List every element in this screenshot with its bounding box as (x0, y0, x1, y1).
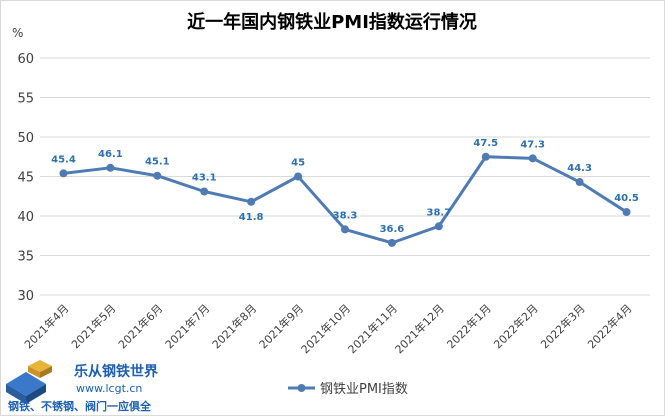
legend: 钢铁业PMI指数 (288, 382, 408, 397)
data-label: 41.8 (239, 212, 264, 223)
y-axis-ticks: 30 35 40 45 50 55 60 (17, 52, 34, 304)
legend-marker (297, 384, 306, 392)
y-tick-label: 30 (17, 289, 34, 304)
watermark-name: 乐从钢铁世界 (74, 363, 159, 380)
data-point (434, 222, 443, 231)
data-label: 38.3 (333, 210, 358, 221)
data-label: 38.7 (427, 207, 452, 218)
y-tick-label: 60 (17, 52, 34, 67)
data-label: 47.3 (520, 139, 545, 150)
y-tick-label: 55 (17, 92, 34, 107)
data-point (153, 171, 162, 180)
chart-title: 近一年国内钢铁业PMI指数运行情况 (187, 11, 477, 33)
data-label: 45.1 (145, 157, 170, 168)
data-point (59, 169, 68, 178)
data-label: 36.6 (380, 224, 405, 235)
data-point (575, 178, 584, 187)
cube-logo-icon (6, 360, 52, 404)
data-label: 43.1 (192, 173, 217, 184)
data-point (622, 208, 631, 217)
data-point (341, 225, 349, 234)
watermark-slogan: 钢铁、不锈钢、阀门一应俱全 (8, 399, 152, 413)
y-tick-label: 40 (17, 210, 34, 225)
y-tick-label: 35 (17, 250, 34, 265)
data-point (481, 152, 490, 161)
data-point (387, 238, 396, 247)
y-tick-label: 50 (17, 131, 34, 146)
grid-lines (40, 57, 650, 296)
watermark-logo: 乐从钢铁世界 www.lcgt.cn 钢铁、不锈钢、阀门一应俱全 (6, 360, 159, 413)
legend-label: 钢铁业PMI指数 (320, 382, 408, 397)
data-label: 47.5 (473, 138, 498, 149)
watermark-url: www.lcgt.cn (76, 382, 142, 395)
data-label: 44.3 (567, 163, 592, 174)
data-label: 45.4 (51, 154, 76, 165)
data-label: 45 (291, 158, 305, 169)
y-tick-label: 45 (17, 171, 34, 186)
data-point (528, 154, 537, 163)
data-point (200, 187, 209, 196)
y-axis-unit: % (12, 26, 23, 40)
data-point (106, 163, 115, 172)
data-point (294, 172, 303, 181)
data-label: 46.1 (98, 149, 123, 160)
series-line-group: 45.4 46.1 45.1 43.1 41.8 45 38.3 36.6 38.7 47.5 47… (51, 138, 639, 247)
data-label: 40.5 (614, 193, 639, 204)
data-point (247, 197, 256, 206)
